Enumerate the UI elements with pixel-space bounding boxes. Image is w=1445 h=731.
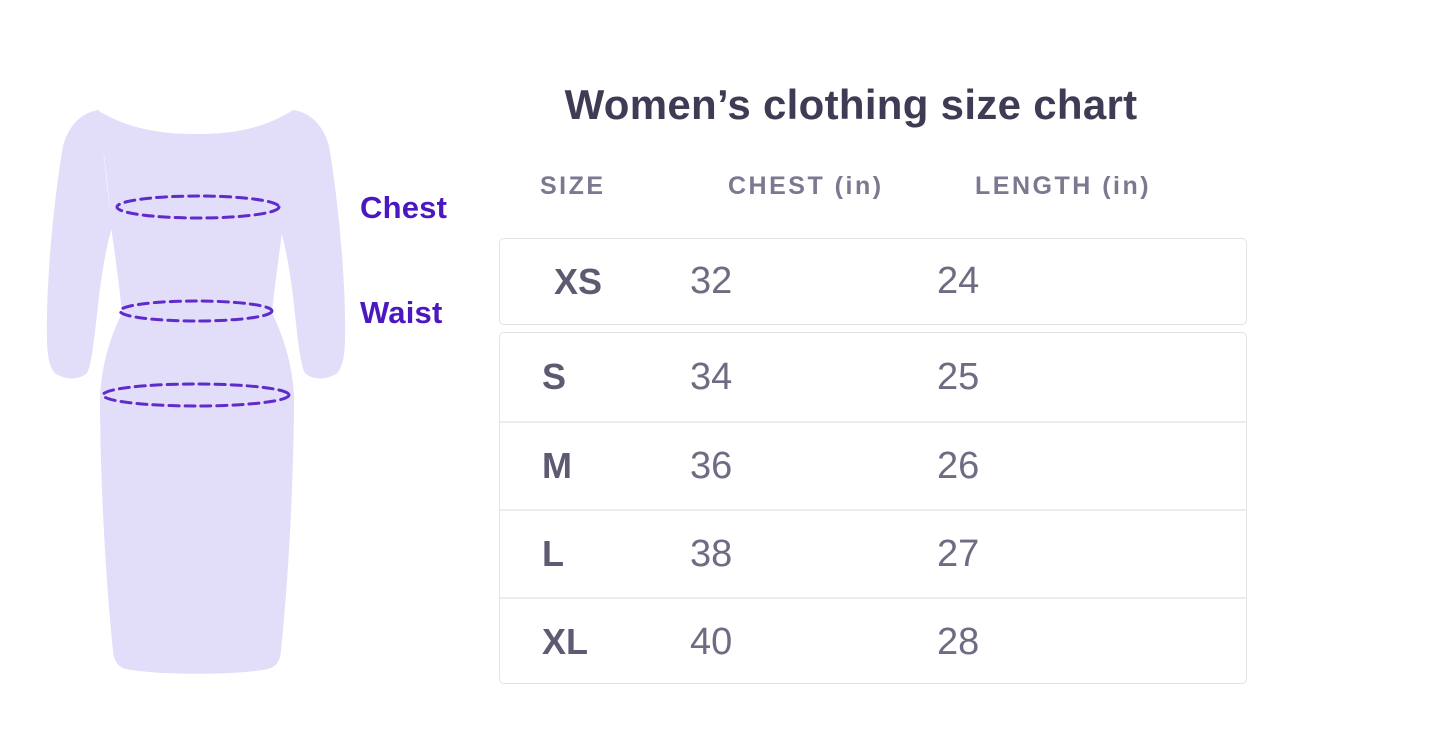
table-card-xs: XS 32 24 [499, 238, 1247, 325]
length-cell: 24 [937, 260, 980, 302]
size-cell: M [542, 445, 572, 486]
page-title: Women’s clothing size chart [564, 81, 1138, 128]
table-header-row: SIZE CHEST (in) LENGTH (in) [499, 172, 1247, 202]
size-cell: L [542, 533, 564, 574]
dress-body [97, 110, 294, 674]
size-cell: S [542, 356, 567, 397]
column-header-chest: CHEST (in) [728, 172, 884, 200]
chest-cell: 32 [690, 260, 733, 302]
table-row: XL 40 28 [500, 597, 1246, 685]
size-table: SIZE CHEST (in) LENGTH (in) XS 32 24 S 3… [499, 0, 1247, 731]
length-cell: 25 [937, 355, 980, 398]
size-cell: XS [554, 260, 603, 302]
chest-cell: 38 [690, 532, 733, 575]
table-row: M 36 26 [500, 421, 1246, 509]
table-card-s-xl: S 34 25 M 36 26 L 38 27 XL 40 28 [499, 332, 1247, 684]
dress-sleeve-left [46, 110, 112, 379]
dress-illustration [46, 110, 346, 674]
dress-sleeve-right [280, 110, 346, 379]
chest-cell: 40 [690, 620, 733, 663]
chest-measure-line [115, 194, 281, 220]
column-header-size: SIZE [540, 172, 606, 200]
chest-label: Chest [360, 190, 448, 225]
table-row: XS 32 24 [500, 239, 1246, 324]
length-cell: 26 [937, 444, 980, 487]
length-cell: 28 [937, 620, 980, 663]
chest-cell: 34 [690, 355, 733, 398]
hip-measure-line [101, 382, 291, 408]
waist-measure-line [118, 299, 274, 323]
length-cell: 27 [937, 532, 980, 575]
size-cell: XL [542, 621, 589, 662]
waist-label: Waist [360, 295, 443, 330]
table-row: L 38 27 [500, 509, 1246, 597]
table-row: S 34 25 [500, 333, 1246, 421]
chest-cell: 36 [690, 444, 733, 487]
column-header-length: LENGTH (in) [975, 172, 1152, 200]
